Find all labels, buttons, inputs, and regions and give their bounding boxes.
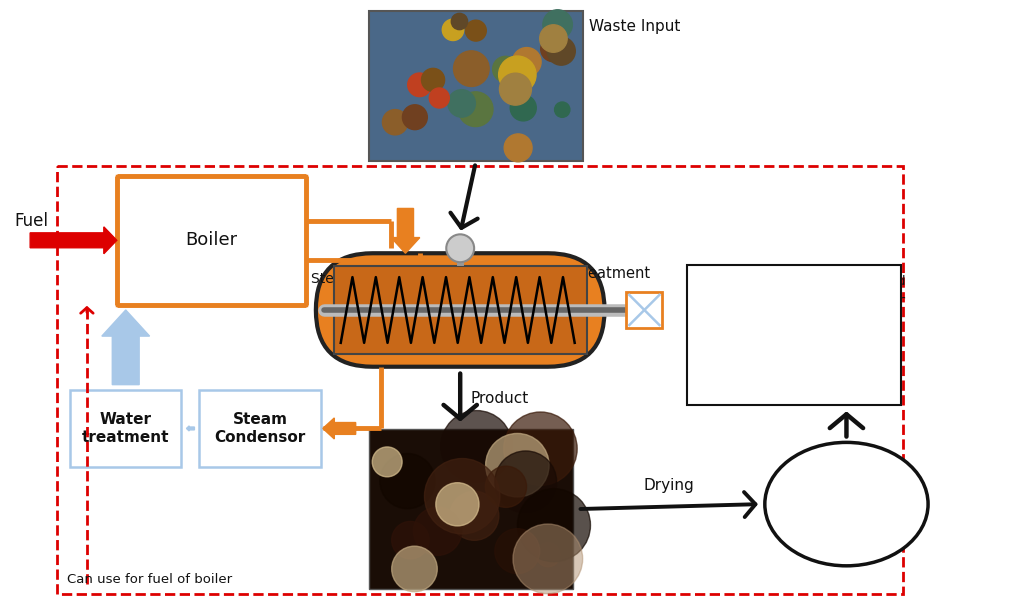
Circle shape [499, 56, 536, 93]
Text: Water
treatment: Water treatment [82, 412, 170, 445]
Bar [369, 429, 573, 589]
Circle shape [495, 451, 557, 513]
Circle shape [447, 90, 476, 117]
Circle shape [453, 51, 489, 87]
Circle shape [446, 235, 474, 262]
Text: Drying: Drying [643, 478, 694, 493]
Text: Can use for fuel of boiler: Can use for fuel of boiler [67, 573, 232, 586]
Circle shape [486, 466, 526, 507]
Polygon shape [187, 426, 194, 431]
Text: Waste Input: Waste Input [589, 19, 680, 34]
Circle shape [392, 521, 429, 559]
Circle shape [373, 447, 402, 477]
Polygon shape [323, 418, 356, 439]
Circle shape [547, 37, 576, 65]
Text: Fuel: Fuel [14, 212, 48, 230]
Bar [199, 390, 321, 467]
Bar [70, 390, 182, 467]
Circle shape [429, 88, 449, 108]
Bar [369, 11, 583, 161]
Circle shape [451, 14, 468, 29]
Circle shape [402, 105, 427, 130]
Circle shape [517, 489, 591, 562]
Circle shape [442, 19, 464, 41]
Circle shape [392, 546, 437, 592]
Circle shape [510, 95, 536, 121]
Circle shape [504, 134, 532, 162]
Text: Steam Input: Steam Input [311, 271, 396, 286]
Circle shape [449, 491, 499, 540]
Text: Hydrothermal Treatment: Hydrothermal Treatment [471, 266, 650, 281]
FancyBboxPatch shape [316, 253, 605, 367]
Circle shape [466, 20, 486, 41]
Circle shape [459, 92, 493, 126]
Bar [687, 265, 901, 405]
Text: Steam
Condensor: Steam Condensor [214, 412, 306, 445]
Circle shape [486, 433, 549, 497]
Circle shape [413, 507, 462, 556]
Circle shape [421, 68, 444, 91]
Circle shape [383, 109, 408, 135]
Circle shape [512, 47, 541, 76]
Text: Product: Product [471, 391, 528, 406]
Circle shape [539, 25, 568, 52]
Circle shape [435, 483, 479, 526]
Circle shape [495, 529, 539, 573]
Polygon shape [391, 208, 420, 253]
Polygon shape [102, 310, 149, 384]
Circle shape [500, 73, 531, 105]
Circle shape [424, 459, 500, 534]
Text: Boiler: Boiler [185, 231, 237, 249]
Circle shape [504, 412, 577, 486]
Circle shape [380, 454, 435, 509]
Circle shape [543, 10, 573, 39]
Circle shape [540, 36, 567, 62]
Text: Dried product: Dried product [794, 497, 899, 511]
Circle shape [513, 524, 583, 594]
Circle shape [440, 411, 512, 482]
Text: ◆Effective as livestock food
◆High valve added fertilizer
  is possible
◆Effecti: ◆Effective as livestock food ◆High valve… [692, 274, 906, 367]
Circle shape [493, 56, 518, 82]
Circle shape [554, 102, 570, 117]
Circle shape [408, 73, 431, 96]
Polygon shape [30, 227, 117, 254]
Ellipse shape [765, 442, 928, 566]
Circle shape [536, 543, 561, 567]
Bar [57, 166, 903, 594]
Bar [626, 292, 663, 328]
FancyBboxPatch shape [333, 266, 587, 354]
Bar [117, 176, 306, 305]
